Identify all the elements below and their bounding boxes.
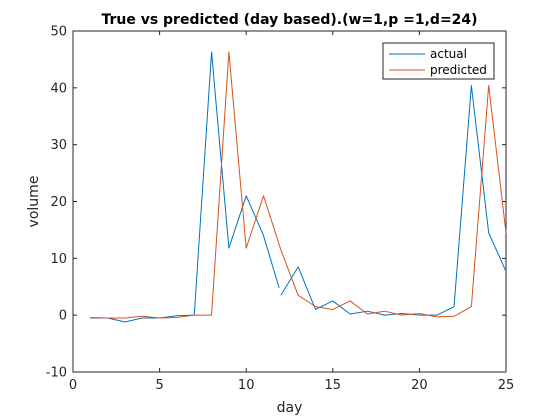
y-tick-label: 40 (50, 81, 67, 96)
x-tick-label: 10 (238, 378, 255, 393)
y-tick-label: 0 (59, 309, 67, 324)
x-tick-label: 0 (69, 378, 77, 393)
series-line-actual (90, 51, 507, 323)
x-axis-label: day (277, 400, 303, 416)
legend: actual predicted (382, 42, 495, 80)
legend-box (382, 42, 495, 80)
y-axis-ticks: -10 0 10 20 30 40 50 (46, 25, 506, 381)
y-tick-label: 50 (50, 25, 67, 40)
legend-label-actual: actual (430, 47, 467, 61)
chart-title: True vs predicted (day based).(w=1,p =1,… (101, 12, 477, 28)
x-tick-label: 5 (155, 378, 163, 393)
axes-box (72, 30, 507, 373)
x-axis-ticks: 0 5 10 15 20 25 (69, 31, 514, 393)
y-tick-label: 30 (50, 138, 67, 153)
series-layer (90, 51, 507, 323)
y-tick-label: 20 (50, 195, 67, 210)
y-tick-label: -10 (46, 366, 67, 381)
series-actual (90, 51, 507, 323)
series-line-predicted (90, 51, 507, 319)
x-tick-label: 25 (498, 378, 515, 393)
y-axis-label: volume (26, 176, 42, 228)
x-tick-label: 15 (325, 378, 342, 393)
plot-area (72, 30, 507, 373)
x-tick-label: 20 (411, 378, 428, 393)
series-predicted (90, 51, 507, 319)
y-tick-label: 10 (50, 252, 67, 267)
legend-label-predicted: predicted (430, 63, 487, 77)
